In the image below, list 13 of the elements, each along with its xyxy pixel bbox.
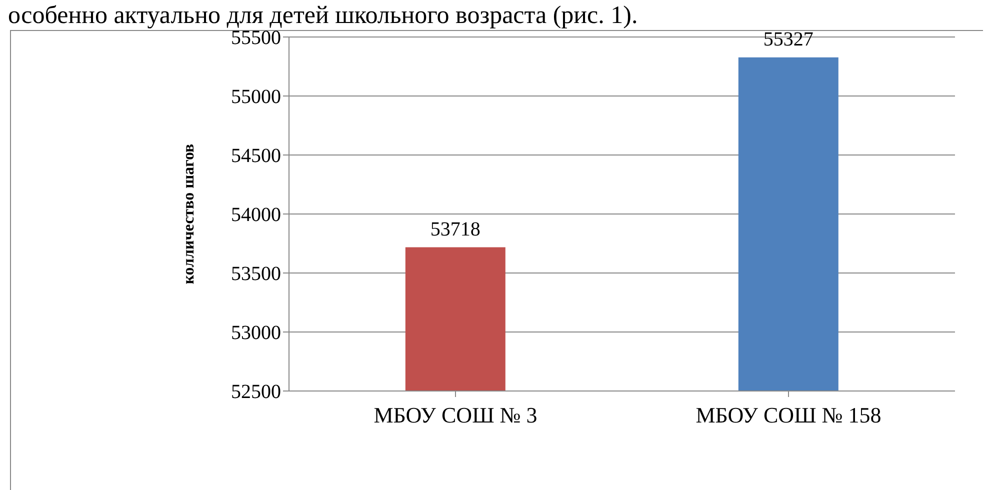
- y-tick-label: 55000: [231, 86, 281, 108]
- x-tick-label: МБОУ СОШ № 3: [374, 402, 538, 428]
- y-tick-label: 53500: [231, 263, 281, 286]
- data-label: 53718: [430, 218, 480, 240]
- y-tick-label: 52500: [231, 381, 281, 404]
- text: особенно актуально для детей школьного возраста (рис. 1).: [8, 2, 638, 30]
- y-tick-label: 54000: [231, 204, 281, 226]
- data-label: 55327: [763, 28, 814, 50]
- x-tick-label: МБОУ СОШ № 158: [696, 402, 882, 428]
- y-tick-label: 53000: [231, 322, 281, 344]
- y-tick-label: 55500: [231, 27, 281, 50]
- y-axis-title: колличество шагов: [180, 143, 198, 284]
- y-tick-label: 54500: [231, 145, 281, 168]
